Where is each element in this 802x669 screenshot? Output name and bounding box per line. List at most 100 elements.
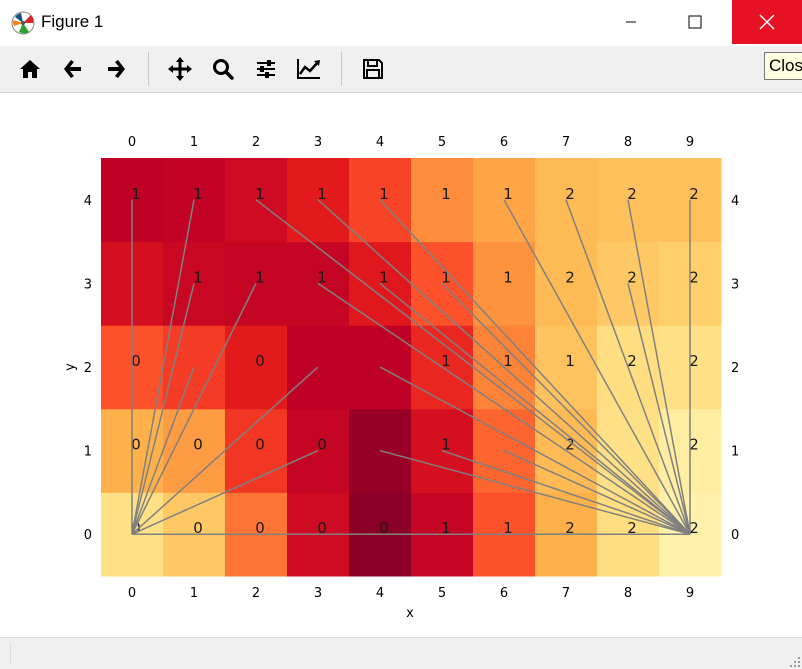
- x-tick-label-top: 9: [686, 135, 694, 150]
- x-tick-label-top: 1: [190, 135, 198, 150]
- x-tick-label-top: 7: [562, 135, 570, 150]
- cell-value-label: 1: [255, 268, 265, 286]
- cell-value-label: 2: [689, 185, 699, 203]
- line-segment: [503, 449, 691, 535]
- back-arrow-icon: [64, 60, 81, 78]
- x-tick-label-top: 5: [438, 135, 446, 150]
- cell-value-label: 1: [503, 268, 513, 286]
- x-tick-label-top: 8: [624, 135, 632, 150]
- cell-value-label: 0: [193, 436, 203, 454]
- line-segment: [503, 199, 691, 535]
- y-tick-label-right: 1: [731, 445, 739, 460]
- cell-value-label: 2: [689, 352, 699, 370]
- cell-value-label: 2: [689, 268, 699, 286]
- y-tick-label-right: 3: [731, 277, 739, 292]
- y-tick-label-right: 0: [731, 528, 739, 543]
- cell-value-label: 1: [193, 185, 203, 203]
- cell-value-label: 1: [193, 268, 203, 286]
- resize-grip-icon[interactable]: [790, 657, 800, 667]
- minimize-button[interactable]: [600, 0, 662, 44]
- line-segment: [131, 283, 195, 535]
- line-segment: [131, 366, 195, 535]
- x-tick-label-bottom: 8: [624, 586, 632, 601]
- minimize-icon: [626, 21, 636, 23]
- cell-value-label: 0: [317, 519, 327, 537]
- cell-value-label: 1: [503, 185, 513, 203]
- line-segment: [627, 283, 691, 535]
- y-tick-label-left: 2: [84, 361, 92, 376]
- forward-button[interactable]: [101, 54, 131, 84]
- home-button[interactable]: [15, 54, 45, 84]
- figure-canvas[interactable]: 0 0 0 0 0 1 1 2 2 2 0 0 0 0 1 2 2 0 0 1 1 1 2 2 1 1 1 1 1 1 2 2 2 1 1 1 1 1 1 1…: [0, 93, 802, 637]
- line-segment: [379, 366, 691, 535]
- cell-value-label: 2: [627, 268, 637, 286]
- cell-value-label: 0: [131, 436, 141, 454]
- cell-value-label: 2: [565, 519, 575, 537]
- toolbar-separator: [341, 52, 342, 86]
- heatmap-cell: [411, 158, 474, 243]
- cell-value-label: 2: [627, 519, 637, 537]
- heatmap-cell: [597, 408, 660, 493]
- close-button[interactable]: [732, 0, 802, 44]
- x-tick-label-bottom: 9: [686, 586, 694, 601]
- home-icon: [20, 60, 40, 78]
- x-tick-label-top: 6: [500, 135, 508, 150]
- cell-value-label: 0: [255, 519, 265, 537]
- save-button[interactable]: [358, 54, 388, 84]
- heatmap-cell: [225, 325, 288, 410]
- line-segment: [441, 449, 691, 535]
- back-button[interactable]: [58, 54, 88, 84]
- x-tick-label-bottom: 6: [500, 586, 508, 601]
- edit-axes-icon: [297, 59, 320, 79]
- line-segment: [627, 199, 691, 535]
- heatmap-cell: [535, 325, 598, 410]
- y-tick-label-left: 1: [84, 445, 92, 460]
- x-tick-label-bottom: 5: [438, 586, 446, 601]
- y-tick-label-left: 0: [84, 528, 92, 543]
- line-segment: [255, 199, 691, 535]
- x-tick-label-bottom: 7: [562, 586, 570, 601]
- line-segment: [131, 449, 319, 535]
- cell-value-label: 1: [441, 436, 451, 454]
- line-segment: [379, 449, 691, 535]
- line-segment: [317, 282, 691, 535]
- title-bar[interactable]: Figure 1: [0, 0, 802, 46]
- line-segment: [131, 283, 257, 535]
- x-tick-label-bottom: 3: [314, 586, 322, 601]
- edit-axes-button[interactable]: [294, 54, 324, 84]
- navigation-toolbar: [0, 46, 802, 93]
- cell-value-label: 0: [193, 519, 203, 537]
- cell-value-label: 1: [317, 185, 327, 203]
- close-tooltip: Close: [764, 52, 802, 80]
- x-tick-label-top: 3: [314, 135, 322, 150]
- cell-value-label: 0: [317, 436, 327, 454]
- heatmap-chart[interactable]: 0 0 0 0 0 1 1 2 2 2 0 0 0 0 1 2 2 0 0 1 1 1 2 2 1 1 1 1 1 1 2 2 2 1 1 1 1 1 1 1…: [0, 93, 802, 637]
- cell-value-label: 1: [441, 185, 451, 203]
- save-icon: [363, 59, 383, 79]
- line-segment: [379, 282, 691, 535]
- cell-value-label: 1: [565, 352, 575, 370]
- y-tick-label-right: 4: [731, 194, 739, 209]
- matplotlib-logo-icon: [11, 11, 35, 35]
- window-title: Figure 1: [41, 12, 104, 31]
- cell-value-label: 0: [131, 519, 141, 537]
- pan-button[interactable]: [165, 54, 195, 84]
- close-icon: [759, 14, 775, 30]
- cell-value-label: 1: [503, 519, 513, 537]
- line-segment: [379, 199, 691, 535]
- cell-value-label: 1: [317, 268, 327, 286]
- line-segments: [131, 199, 691, 535]
- line-segment: [441, 282, 691, 535]
- x-tick-label-top: 2: [252, 135, 260, 150]
- cell-value-label: 2: [689, 519, 699, 537]
- heatmap-cell: [287, 408, 350, 493]
- cell-value-label: 0: [131, 352, 141, 370]
- x-tick-label-top: 4: [376, 135, 384, 150]
- heatmap-cells: [101, 158, 722, 577]
- zoom-button[interactable]: [208, 54, 238, 84]
- subplots-button[interactable]: [251, 54, 281, 84]
- x-tick-label-bottom: 1: [190, 586, 198, 601]
- maximize-button[interactable]: [664, 0, 726, 44]
- x-axis-label: x: [406, 606, 414, 621]
